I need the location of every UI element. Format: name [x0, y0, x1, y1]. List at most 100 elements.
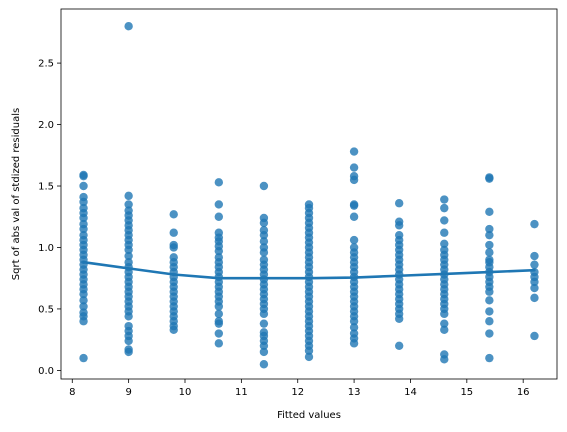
scatter-point — [349, 323, 359, 332]
scatter-point — [485, 248, 494, 257]
scatter-point — [349, 235, 359, 245]
scatter-point — [485, 230, 494, 240]
scatter-point — [530, 260, 539, 269]
scatter-point — [214, 246, 224, 256]
scatter-point — [485, 329, 494, 338]
scatter-point — [349, 339, 359, 348]
scatter-point — [124, 245, 133, 255]
scatter-point — [214, 302, 224, 311]
scatter-point — [79, 353, 88, 363]
scatter-point — [169, 228, 178, 237]
scatter-point — [214, 200, 224, 209]
scatter-point — [124, 251, 133, 261]
scatter-point — [440, 216, 449, 225]
scatter-point — [349, 163, 359, 172]
y-tick-label: 1.0 — [38, 243, 54, 254]
x-tick-label: 15 — [460, 387, 473, 398]
scatter-point — [79, 289, 88, 299]
scatter-points — [79, 22, 539, 369]
scatter-point — [440, 355, 449, 364]
scatter-point — [259, 218, 269, 228]
scatter-point — [530, 251, 539, 261]
scatter-point — [169, 243, 178, 252]
x-tick-label: 12 — [291, 387, 304, 398]
scatter-point — [485, 207, 494, 217]
x-tick-label: 9 — [125, 387, 131, 398]
scatter-point — [485, 240, 494, 250]
scatter-point — [485, 224, 494, 234]
x-tick-label: 10 — [179, 387, 192, 398]
scatter-point — [214, 339, 224, 348]
scatter-point — [349, 212, 359, 221]
scatter-point — [394, 221, 404, 230]
scatter-point — [214, 319, 224, 328]
scatter-point — [440, 309, 449, 319]
scatter-point — [440, 325, 449, 335]
scatter-point — [79, 181, 88, 191]
scatter-point — [259, 248, 269, 257]
scatter-point — [259, 347, 269, 357]
scatter-point — [259, 341, 269, 351]
scatter-point — [259, 230, 269, 240]
scatter-point — [440, 203, 449, 213]
scatter-point — [394, 199, 404, 208]
y-tick-label: 2.5 — [38, 59, 54, 70]
scatter-point — [79, 224, 88, 234]
scatter-point — [124, 22, 133, 31]
scatter-point — [79, 302, 88, 311]
scatter-point — [349, 147, 359, 156]
x-tick-label: 11 — [235, 387, 248, 398]
scatter-point — [485, 353, 494, 363]
scatter-point — [485, 174, 494, 183]
scatter-point — [349, 317, 359, 326]
scatter-point — [124, 336, 133, 346]
y-axis: 0.0 0.5 1.0 1.5 2.0 2.5 — [38, 59, 61, 377]
y-axis-label: Sqrt of abs val of stdized residuals — [11, 108, 22, 280]
lowess-line — [82, 260, 536, 280]
scatter-point — [485, 317, 494, 326]
scatter-point — [124, 191, 133, 201]
scatter-point — [485, 307, 494, 316]
scatter-point — [530, 219, 539, 229]
scatter-point — [530, 293, 539, 303]
scatter-point — [79, 317, 88, 326]
scatter-point — [440, 239, 449, 248]
x-tick-label: 14 — [404, 387, 417, 398]
scatter-point — [304, 346, 314, 355]
scatter-point — [259, 237, 269, 246]
scatter-point — [349, 201, 359, 210]
scatter-point — [394, 314, 404, 323]
x-tick-label: 16 — [517, 387, 530, 398]
y-tick-label: 2.0 — [38, 120, 54, 131]
y-tick-label: 0.5 — [38, 304, 54, 315]
scatter-point — [349, 175, 359, 185]
y-tick-label: 1.5 — [38, 182, 54, 193]
scatter-point — [259, 309, 269, 319]
scatter-point — [394, 341, 404, 351]
scatter-point — [169, 210, 178, 219]
scatter-point — [124, 312, 133, 321]
lowess-line-path — [82, 260, 536, 280]
scatter-point — [79, 171, 88, 181]
x-tick-label: 13 — [348, 387, 361, 398]
scatter-point — [440, 195, 449, 204]
scatter-point — [440, 319, 449, 328]
scatter-point — [530, 283, 539, 293]
scatter-point — [79, 213, 88, 223]
scatter-point — [530, 277, 539, 287]
scatter-point — [124, 200, 133, 209]
scatter-point — [124, 347, 133, 357]
scatter-point — [304, 352, 314, 362]
scatter-point — [259, 360, 269, 369]
scatter-point — [485, 287, 494, 296]
scatter-point — [79, 197, 88, 207]
y-tick-label: 0.0 — [38, 366, 54, 377]
scatter-point — [530, 331, 539, 341]
scatter-point — [169, 325, 178, 335]
scatter-point — [259, 319, 269, 328]
scatter-point — [440, 228, 449, 237]
x-axis: 8 9 10 11 12 13 14 15 16 — [69, 379, 530, 398]
scatter-point — [259, 181, 269, 191]
scatter-point — [214, 178, 224, 187]
